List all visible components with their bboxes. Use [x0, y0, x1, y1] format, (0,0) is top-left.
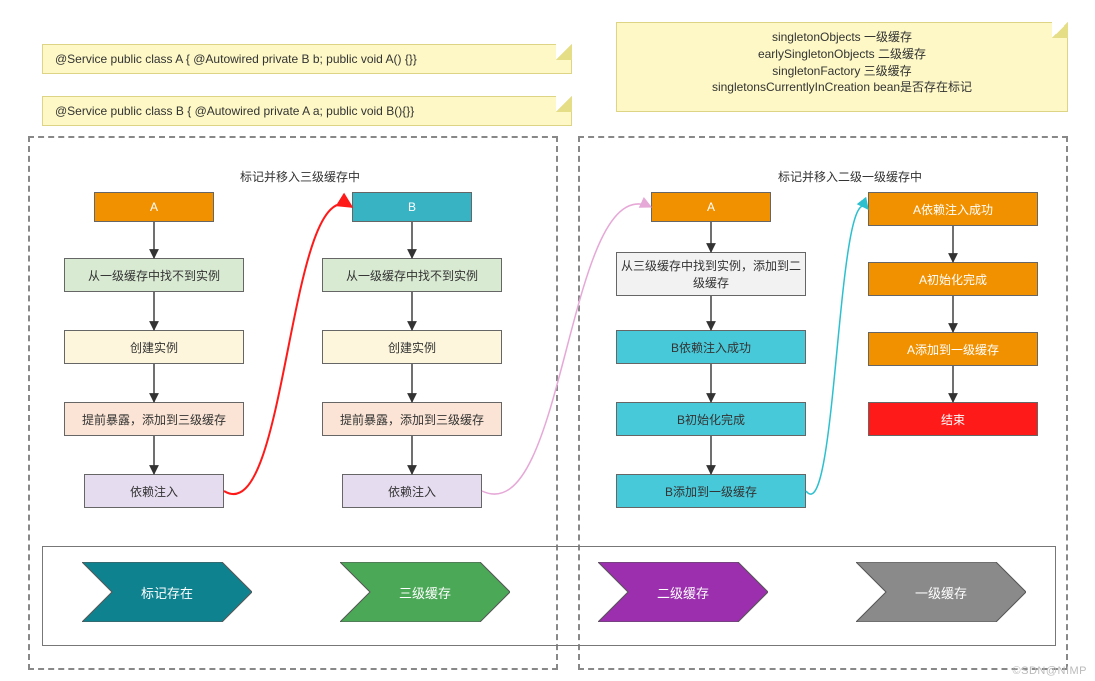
node-L1_2: 创建实例: [64, 330, 244, 364]
node-L2_0: B: [352, 192, 472, 222]
node-L2_1: 从一级缓存中找不到实例: [322, 258, 502, 292]
node-R2_1: A初始化完成: [868, 262, 1038, 296]
sticky-fold-icon: [556, 96, 572, 112]
node-R1_2: B依赖注入成功: [616, 330, 806, 364]
cache-line-1: singletonObjects 一级缓存: [629, 29, 1055, 46]
node-R2_3: 结束: [868, 402, 1038, 436]
node-L2_4: 依赖注入: [342, 474, 482, 508]
cache-line-2: earlySingletonObjects 二级缓存: [629, 46, 1055, 63]
node-L1_4: 依赖注入: [84, 474, 224, 508]
node-R1_0: A: [651, 192, 771, 222]
cache-line-3: singletonFactory 三级缓存: [629, 63, 1055, 80]
node-L1_3: 提前暴露，添加到三级缓存: [64, 402, 244, 436]
sticky-class-b: @Service public class B { @Autowired pri…: [42, 96, 572, 126]
header-right: 标记并移入二级一级缓存中: [740, 168, 960, 185]
node-R2_2: A添加到一级缓存: [868, 332, 1038, 366]
sticky-class-a: @Service public class A { @Autowired pri…: [42, 44, 572, 74]
cache-line-4: singletonsCurrentlyInCreation bean是否存在标记: [629, 79, 1055, 96]
sticky-class-b-text: @Service public class B { @Autowired pri…: [55, 104, 414, 118]
chevron-一级缓存: 一级缓存: [856, 562, 1026, 622]
watermark: ©SDN@NIMP: [1013, 665, 1088, 677]
sticky-caches: singletonObjects 一级缓存 earlySingletonObje…: [616, 22, 1068, 112]
sticky-fold-icon: [1052, 22, 1068, 38]
node-L2_2: 创建实例: [322, 330, 502, 364]
header-left: 标记并移入三级缓存中: [200, 168, 400, 185]
node-L2_3: 提前暴露，添加到三级缓存: [322, 402, 502, 436]
node-R1_1: 从三级缓存中找到实例，添加到二级缓存: [616, 252, 806, 296]
sticky-fold-icon: [556, 44, 572, 60]
node-R2_0: A依赖注入成功: [868, 192, 1038, 226]
node-L1_0: A: [94, 192, 214, 222]
chevron-三级缓存: 三级缓存: [340, 562, 510, 622]
node-L1_1: 从一级缓存中找不到实例: [64, 258, 244, 292]
node-R1_3: B初始化完成: [616, 402, 806, 436]
chevron-标记存在: 标记存在: [82, 562, 252, 622]
node-R1_4: B添加到一级缓存: [616, 474, 806, 508]
sticky-class-a-text: @Service public class A { @Autowired pri…: [55, 52, 417, 66]
chevron-二级缓存: 二级缓存: [598, 562, 768, 622]
